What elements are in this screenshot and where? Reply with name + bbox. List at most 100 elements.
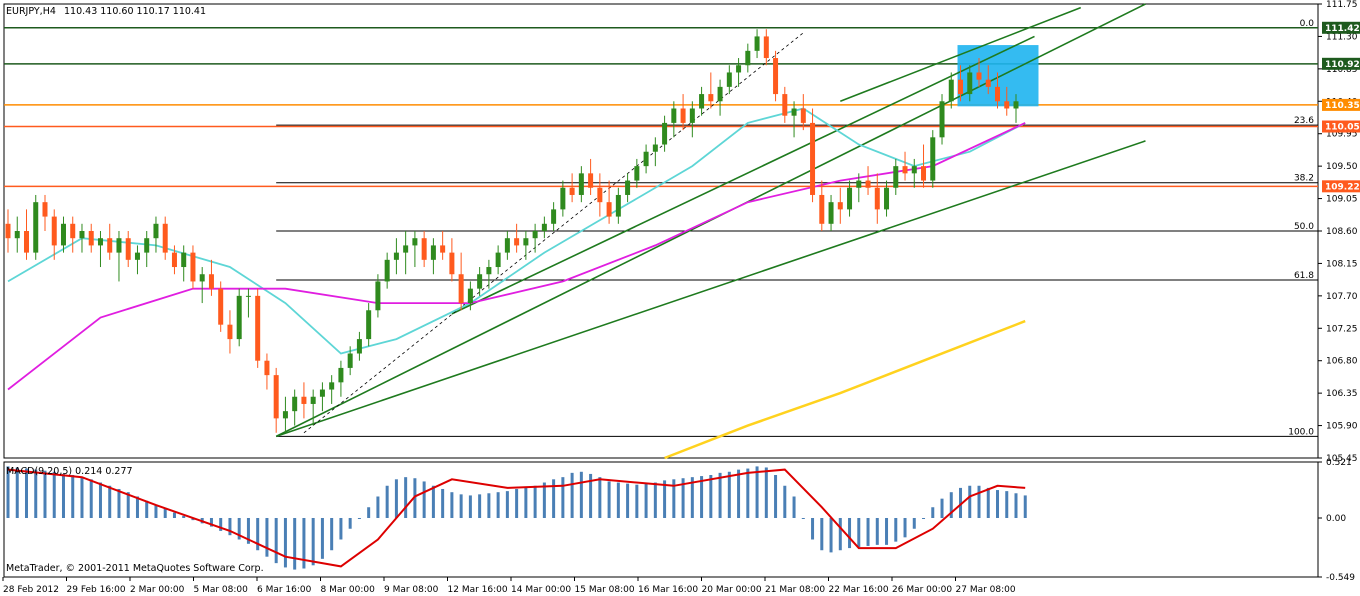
candle (708, 72, 714, 109)
candle-body (967, 72, 973, 95)
macd-histogram-bar (1014, 493, 1018, 518)
price-label-box (1322, 21, 1360, 34)
macd-histogram-bar (441, 488, 445, 518)
macd-histogram-bar (404, 477, 408, 518)
macd-histogram-bar (24, 468, 28, 518)
x-tick-label: 8 Mar 00:00 (321, 585, 376, 595)
macd-histogram-bar (579, 471, 583, 518)
macd-histogram-bar (422, 481, 426, 518)
macd-histogram-bar (219, 517, 223, 531)
candle-body (467, 288, 473, 304)
y-tick-label: 108.15 (1326, 259, 1358, 269)
candle (403, 231, 409, 275)
candle-body (486, 267, 492, 275)
candle-body (79, 231, 85, 239)
candle-body (856, 180, 862, 188)
price-label: 110.05 (1325, 123, 1360, 133)
candle-body (208, 274, 214, 289)
candle (689, 101, 695, 138)
candle (227, 310, 233, 354)
macd-histogram-bar (135, 496, 139, 518)
candle-body (384, 259, 390, 282)
x-tick-label: 26 Mar 00:00 (892, 585, 952, 595)
x-tick-label: 2 Mar 00:00 (130, 585, 185, 595)
candle (856, 173, 862, 203)
macd-histogram-bar (533, 485, 537, 518)
candle (393, 238, 399, 275)
candle-body (1013, 101, 1019, 109)
x-tick-label: 12 Mar 16:00 (448, 585, 508, 595)
macd-histogram-bar (857, 517, 861, 548)
candle-body (810, 122, 816, 195)
y-tick-label: 109.05 (1326, 195, 1358, 205)
candle-body (930, 137, 936, 181)
fib-level-label: 100.0 (1288, 427, 1314, 437)
macd-histogram-bar (986, 487, 990, 518)
candle (773, 50, 779, 102)
macd-histogram-bar (718, 472, 722, 518)
fib-level-label: 61.8 (1294, 271, 1314, 281)
candle-body (1004, 101, 1010, 109)
candle-body (356, 339, 362, 354)
candle-body (652, 144, 658, 152)
candle-body (726, 72, 732, 87)
candle (116, 231, 122, 282)
macd-histogram-bar (468, 495, 472, 518)
candle (218, 281, 224, 332)
candle (366, 303, 372, 347)
candle (837, 187, 843, 224)
candle-body (976, 72, 982, 80)
candle (255, 288, 261, 368)
candle-body (551, 209, 557, 224)
candle (884, 180, 890, 217)
candle-body (569, 187, 575, 195)
x-tick-label: 16 Mar 16:00 (638, 585, 698, 595)
macd-y-tick-label: 0.00 (1326, 514, 1346, 524)
candle (356, 331, 362, 361)
candle (902, 151, 908, 181)
candle-body (643, 151, 649, 167)
candle (921, 144, 927, 188)
macd-histogram-bar (912, 517, 916, 529)
macd-histogram-bar (450, 492, 454, 518)
x-tick-label: 5 Mar 08:00 (194, 585, 249, 595)
y-tick-label: 105.90 (1326, 422, 1358, 432)
candle-body (403, 245, 409, 253)
macd-histogram-bar (80, 477, 84, 518)
macd-histogram-bar (626, 483, 630, 518)
macd-histogram-bar (330, 517, 334, 551)
candle-body (791, 108, 797, 116)
candle (70, 216, 76, 253)
candle-body (754, 36, 760, 51)
candle-body (88, 231, 94, 246)
candle-body (477, 274, 483, 289)
macd-histogram-bar (117, 488, 121, 518)
candle (958, 65, 964, 102)
candle (504, 231, 510, 260)
candle-body (745, 50, 751, 66)
candle (523, 231, 529, 260)
candle (5, 209, 11, 253)
candle (745, 43, 751, 73)
candle (42, 194, 48, 231)
macd-histogram-bar (820, 517, 824, 551)
moving-average-fast (7, 107, 1026, 355)
candle-body (588, 173, 594, 188)
macd-histogram-bar (644, 483, 648, 518)
candle-body (338, 367, 344, 383)
macd-histogram-bar (885, 517, 889, 545)
candle (23, 209, 29, 260)
candle (412, 231, 418, 268)
macd-histogram-bar (542, 482, 546, 518)
candle-body (23, 231, 29, 253)
candle-body (264, 360, 270, 376)
candle (967, 65, 973, 102)
candle-body (819, 194, 825, 224)
candle-body (449, 252, 455, 275)
candle (375, 274, 381, 318)
candle (384, 252, 390, 289)
macd-y-tick-label: -0.549 (1326, 573, 1355, 583)
macd-histogram-bar (783, 485, 787, 518)
candle (560, 180, 566, 217)
candle-body (116, 238, 122, 253)
